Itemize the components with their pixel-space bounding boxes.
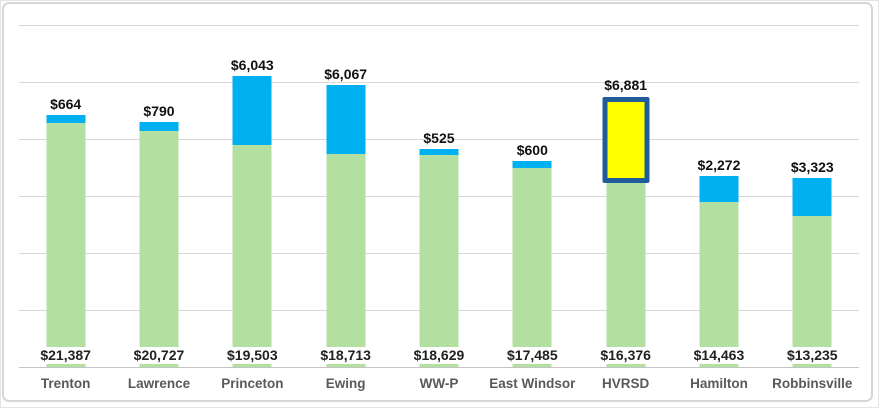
base-value-label: $20,727: [130, 347, 188, 364]
top-value-label: $6,043: [230, 57, 274, 73]
top-value-label: $2,272: [697, 157, 741, 173]
category-label-ewing: Ewing: [325, 376, 366, 391]
bar-segment-top[interactable]: [419, 149, 459, 155]
base-value-label: $14,463: [690, 347, 748, 364]
top-value-label: $6,881: [604, 77, 648, 93]
bar-segment-top[interactable]: [792, 178, 832, 216]
bar-segment-base[interactable]: [139, 131, 179, 367]
bar-segment-top[interactable]: [326, 85, 366, 154]
bar-segment-top[interactable]: [139, 122, 179, 131]
bar-segment-top[interactable]: [232, 76, 272, 145]
chart-frame: $664 $21,387 $790 $20,727 $6,043 $19,503 $6,06…: [2, 2, 873, 402]
category-label-hamilton: Hamilton: [690, 376, 748, 391]
bar-column-hvrsd: $6,881 $16,376: [579, 25, 672, 367]
category-label-princeton: Princeton: [221, 376, 284, 391]
base-value-label: $21,387: [37, 347, 94, 364]
base-value-label: $16,376: [597, 347, 654, 364]
bar-segment-base[interactable]: [419, 155, 459, 367]
bar-column-ww-p: $525 $18,629: [392, 25, 485, 367]
bar-column-trenton: $664 $21,387: [19, 25, 112, 367]
plot-area: $664 $21,387 $790 $20,727 $6,043 $19,503 $6,06…: [19, 25, 859, 368]
category-label-ww-p: WW-P: [419, 376, 459, 391]
base-value-label: $18,713: [317, 347, 374, 364]
bar-segment-base[interactable]: [46, 123, 86, 367]
category-label-trenton: Trenton: [40, 376, 91, 391]
bar-segment-base[interactable]: [512, 168, 552, 367]
bar-segment-base[interactable]: [232, 145, 272, 367]
gridline: [19, 82, 859, 83]
top-value-label: $600: [516, 142, 548, 158]
bar-segment-top[interactable]: [46, 115, 86, 123]
base-value-label: $13,235: [783, 347, 841, 364]
bar-segment-base[interactable]: [326, 154, 366, 367]
category-label-east-windsor: East Windsor: [489, 376, 576, 391]
bar-segment-top-highlighted[interactable]: [602, 97, 650, 183]
bar-column-princeton: $6,043 $19,503: [206, 25, 299, 367]
top-value-label: $3,323: [790, 159, 834, 175]
bar-column-lawrence: $790 $20,727: [112, 25, 205, 367]
bars-layer: $664 $21,387 $790 $20,727 $6,043 $19,503 $6,06…: [19, 25, 859, 367]
category-label-lawrence: Lawrence: [127, 376, 191, 391]
base-value-label: $17,485: [503, 347, 561, 364]
category-label-robbinsville: Robbinsville: [772, 376, 853, 391]
bar-column-hamilton: $2,272 $14,463: [672, 25, 765, 367]
top-value-label: $6,067: [324, 66, 368, 82]
x-axis-line: [19, 367, 859, 368]
base-value-label: $18,629: [410, 347, 468, 364]
bar-column-east-windsor: $600 $17,485: [486, 25, 579, 367]
category-label-hvrsd: HVRSD: [602, 376, 650, 391]
bar-column-robbinsville: $3,323 $13,235: [766, 25, 859, 367]
gridline: [19, 139, 859, 140]
top-value-label: $525: [423, 130, 455, 146]
top-value-label: $664: [50, 96, 82, 112]
top-value-label: $790: [143, 103, 175, 119]
bar-column-ewing: $6,067 $18,713: [299, 25, 392, 367]
category-axis: Trenton Lawrence Princeton Ewing WW-P East Wi…: [19, 367, 859, 399]
base-value-label: $19,503: [224, 347, 281, 364]
gridline: [19, 25, 859, 26]
bar-segment-base[interactable]: [606, 180, 646, 367]
bar-segment-top[interactable]: [699, 176, 739, 202]
bar-segment-base[interactable]: [699, 202, 739, 367]
bar-segment-base[interactable]: [792, 216, 832, 367]
bar-segment-top[interactable]: [512, 161, 552, 168]
